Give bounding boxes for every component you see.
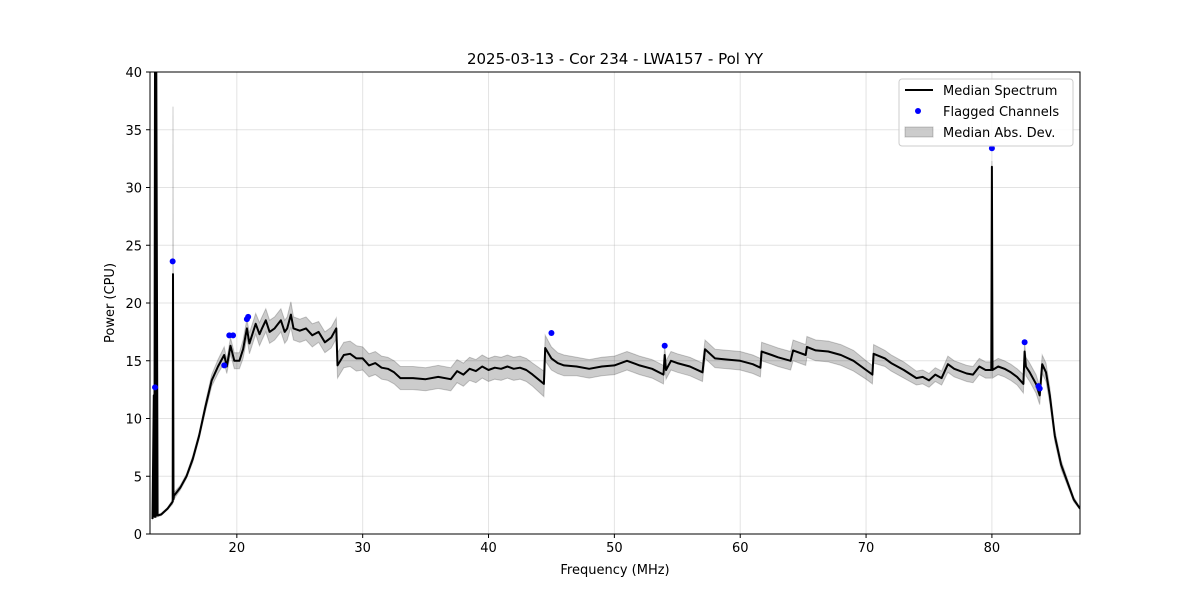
flagged-channel-point xyxy=(221,362,228,369)
y-tick-label: 35 xyxy=(125,124,142,139)
y-tick-label: 25 xyxy=(125,239,142,254)
legend-label-median: Median Spectrum xyxy=(943,84,1057,99)
x-tick-label: 60 xyxy=(732,541,749,556)
flagged-channel-point xyxy=(169,258,176,265)
x-tick-label: 50 xyxy=(606,541,623,556)
gridlines xyxy=(150,71,1080,535)
y-tick-label: 10 xyxy=(125,413,142,428)
x-tick-label: 80 xyxy=(984,541,1001,556)
flagged-channel-point xyxy=(245,313,252,320)
y-tick-label: 5 xyxy=(134,470,142,485)
flagged-channel-point xyxy=(1021,339,1028,346)
x-axis-label: Frequency (MHz) xyxy=(560,563,669,578)
x-tick-label: 40 xyxy=(480,541,497,556)
flagged-channel-point xyxy=(152,384,159,391)
legend-label-flagged: Flagged Channels xyxy=(943,105,1059,120)
x-tick-label: 30 xyxy=(354,541,371,556)
legend-label-mad: Median Abs. Dev. xyxy=(943,126,1055,141)
y-tick-label: 0 xyxy=(134,528,142,543)
y-tick-label: 30 xyxy=(125,182,142,197)
flagged-channel-point xyxy=(661,342,668,349)
flagged-channel-point xyxy=(548,330,555,337)
y-tick-label: 40 xyxy=(125,66,142,81)
legend: Median Spectrum Flagged Channels Median … xyxy=(898,78,1074,147)
chart-title: 2025-03-13 - Cor 234 - LWA157 - Pol YY xyxy=(467,50,764,68)
legend-point-swatch xyxy=(915,108,921,114)
axis-ticks: 20 30 40 50 60 70 80 0 5 10 15 20 25 30 35 40 xyxy=(125,66,1000,556)
flagged-channel-point xyxy=(230,332,237,339)
x-tick-label: 20 xyxy=(229,541,246,556)
y-tick-label: 15 xyxy=(125,355,142,370)
median-spectrum-line xyxy=(151,72,1080,520)
mad-band xyxy=(152,72,1080,521)
x-tick-label: 70 xyxy=(858,541,875,556)
flagged-channel-point xyxy=(1036,385,1043,392)
y-axis-label: Power (CPU) xyxy=(103,263,118,343)
legend-band-swatch xyxy=(904,126,934,138)
flagged-points xyxy=(152,145,1043,392)
y-tick-label: 20 xyxy=(125,297,142,312)
flagged-channel-point xyxy=(988,145,995,152)
